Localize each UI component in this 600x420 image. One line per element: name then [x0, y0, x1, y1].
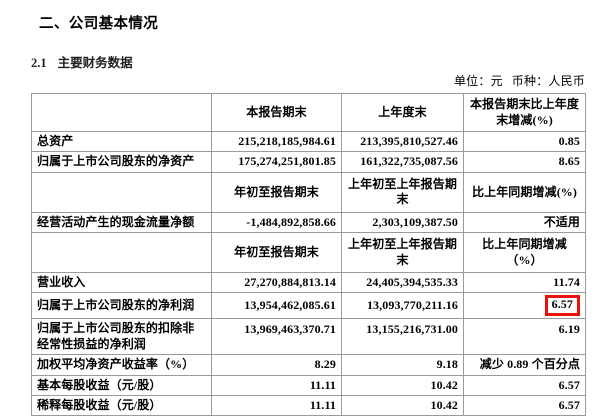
- unit-label: 单位：元: [453, 74, 503, 88]
- header-cell-blank: [31, 93, 212, 132]
- row-value-change: 6.57: [463, 394, 586, 417]
- row-value-current: 11.11: [211, 394, 342, 417]
- table-row: 营业收入 27,270,884,813.14 24,405,394,535.33…: [31, 272, 586, 294]
- unit-currency-line: 单位：元 币种：人民币: [454, 72, 585, 89]
- table-subheader-row-ytd-2: 年初至报告期末 上年初至上年报告期末 比上年同期增减（%）: [31, 232, 586, 274]
- row-label: 加权平均净资产收益率（%）: [31, 354, 212, 376]
- row-value-previous: 10.42: [341, 394, 464, 417]
- subheader-cell-previous-ytd: 上年初至上年报告期末: [341, 232, 464, 274]
- table-header-row-period-end: 本报告期末 上年度末 本报告期末比上年度末增减(%): [31, 93, 586, 132]
- subheader-cell-change-yoy: 比上年同期增减(%): [463, 171, 586, 213]
- subheader-cell-blank: [31, 171, 212, 213]
- subheader-cell-current-ytd: 年初至报告期末: [211, 232, 342, 274]
- row-value-change: 6.19: [463, 318, 586, 356]
- subsection-number: 2.1: [31, 56, 47, 70]
- row-label: 营业收入: [31, 272, 212, 294]
- row-label: 归属于上市公司股东的扣除非经常性损益的净利润: [31, 318, 212, 356]
- subheader-cell-change-yoy: 比上年同期增减（%）: [463, 232, 586, 274]
- row-value-current: 13,969,463,370.71: [211, 318, 342, 356]
- row-label: 基本每股收益（元/股）: [31, 374, 212, 396]
- subheader-cell-previous-ytd: 上年初至上年报告期末: [341, 171, 464, 213]
- table-row: 加权平均净资产收益率（%） 8.29 9.18 减少 0.89 个百分点: [31, 354, 586, 376]
- row-value-previous: 9.18: [341, 354, 464, 376]
- row-value-current: 11.11: [211, 374, 342, 396]
- row-label: 经营活动产生的现金流量净额: [31, 211, 212, 234]
- subsection-heading: 2.1 主要财务数据: [31, 52, 133, 71]
- row-value-previous: 13,155,216,731.00: [341, 318, 464, 356]
- financial-summary-table: 本报告期末 上年度末 本报告期末比上年度末增减(%) 总资产 215,218,1…: [31, 93, 586, 417]
- header-cell-current-period: 本报告期末: [211, 93, 342, 132]
- row-value-change: 6.57: [463, 374, 586, 396]
- row-value-current: 8.29: [211, 354, 342, 376]
- row-value-change: 不适用: [463, 211, 586, 234]
- table-row: 总资产 215,218,185,984.61 213,395,810,527.4…: [31, 130, 586, 153]
- row-value-current: 215,218,185,984.61: [211, 130, 342, 153]
- row-value-change: 11.74: [463, 272, 586, 294]
- currency-label: 币种：人民币: [511, 74, 585, 88]
- row-value-previous: 161,322,735,087.56: [341, 151, 464, 173]
- row-value-current: 175,274,251,801.85: [211, 151, 342, 173]
- row-value-previous: 10.42: [341, 374, 464, 396]
- table-row: 归属于上市公司股东的净资产 175,274,251,801.85 161,322…: [31, 151, 586, 173]
- row-value-previous: 13,093,770,211.16: [341, 292, 464, 320]
- subsection-title: 主要财务数据: [57, 56, 133, 70]
- row-label: 归属于上市公司股东的净利润: [31, 292, 212, 320]
- header-cell-previous-year-end: 上年度末: [341, 93, 464, 132]
- row-value-current: -1,484,892,858.66: [211, 211, 342, 234]
- row-value-current: 27,270,884,813.14: [211, 272, 342, 294]
- table-subheader-row-ytd-1: 年初至报告期末 上年初至上年报告期末 比上年同期增减(%): [31, 171, 586, 213]
- row-value-previous: 24,405,394,535.33: [341, 272, 464, 294]
- table-row: 基本每股收益（元/股） 11.11 10.42 6.57: [31, 374, 586, 396]
- table-row: 经营活动产生的现金流量净额 -1,484,892,858.66 2,303,10…: [31, 211, 586, 234]
- table-row: 归属于上市公司股东的扣除非经常性损益的净利润 13,969,463,370.71…: [31, 318, 586, 356]
- table-row: 稀释每股收益（元/股） 11.11 10.42 6.57: [31, 394, 586, 417]
- row-label: 稀释每股收益（元/股）: [31, 394, 212, 417]
- row-label: 归属于上市公司股东的净资产: [31, 151, 212, 173]
- row-value-previous: 213,395,810,527.46: [341, 130, 464, 153]
- row-value-change: 6.57: [463, 292, 586, 320]
- red-highlight-box: 6.57: [544, 295, 580, 317]
- row-value-change: 8.65: [463, 151, 586, 173]
- section-heading: 二、公司基本情况: [39, 16, 159, 32]
- subheader-cell-current-ytd: 年初至报告期末: [211, 171, 342, 213]
- header-cell-change-period-end: 本报告期末比上年度末增减(%): [463, 93, 586, 132]
- table-row-highlighted: 归属于上市公司股东的净利润 13,954,462,085.61 13,093,7…: [31, 292, 586, 320]
- subheader-cell-blank: [31, 232, 212, 274]
- row-value-change: 0.85: [463, 130, 586, 153]
- row-value-change: 减少 0.89 个百分点: [463, 354, 586, 376]
- row-label: 总资产: [31, 130, 212, 153]
- row-value-previous: 2,303,109,387.50: [341, 211, 464, 234]
- row-value-current: 13,954,462,085.61: [211, 292, 342, 320]
